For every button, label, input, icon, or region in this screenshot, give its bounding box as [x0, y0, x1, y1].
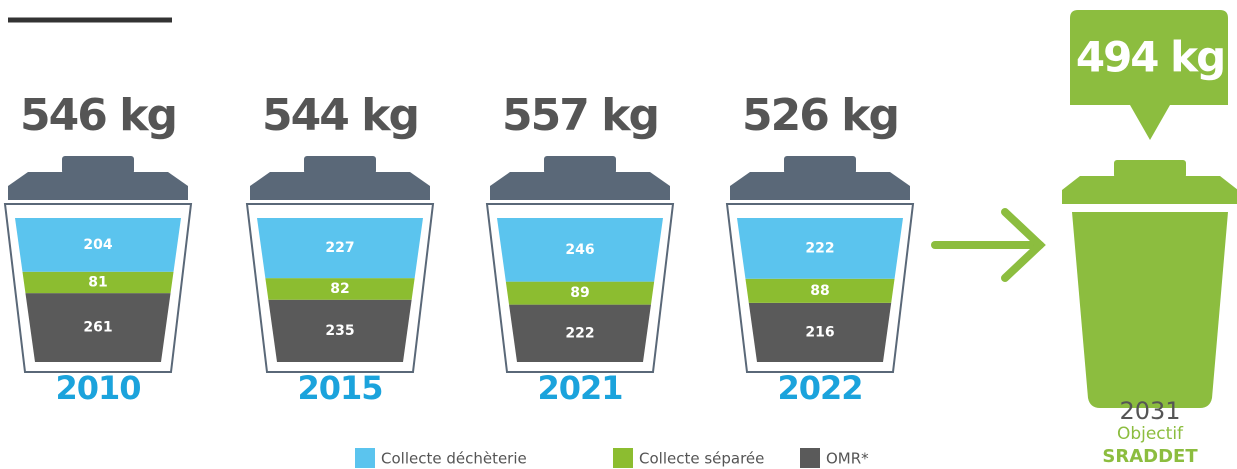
lid-handle — [304, 156, 376, 174]
segment-label: 227 — [325, 240, 354, 256]
bin-segment — [22, 271, 174, 294]
bin-segment — [737, 218, 903, 279]
total-label: 544 kg — [262, 90, 418, 141]
lid-handle — [784, 156, 856, 174]
legend-label: Collecte séparée — [639, 450, 764, 468]
total-label: 526 kg — [742, 90, 898, 141]
bin-segment — [25, 293, 171, 362]
lid — [250, 172, 430, 200]
target-flag-shape — [1070, 10, 1228, 140]
bin-segment — [509, 304, 651, 362]
segment-label: 81 — [88, 274, 107, 290]
total-label: 546 kg — [20, 90, 176, 141]
lid — [730, 172, 910, 200]
target-bin — [1072, 212, 1228, 408]
bin-outline — [245, 203, 435, 373]
segment-label: 222 — [805, 240, 834, 256]
legend-swatch — [355, 448, 375, 468]
segment-label: 235 — [325, 323, 354, 339]
bin-segment — [15, 218, 181, 272]
legend-label: OMR* — [826, 450, 869, 468]
year-label: 2015 — [297, 369, 382, 407]
bin-outline — [485, 203, 675, 373]
bin-segment — [748, 302, 892, 362]
arrow — [931, 208, 1046, 282]
lid — [8, 172, 188, 200]
lid-handle — [62, 156, 134, 174]
segment-label: 222 — [565, 325, 594, 341]
bin-segment — [745, 278, 895, 303]
segment-label: 246 — [565, 242, 594, 258]
segment-label: 89 — [570, 285, 589, 301]
bin-segment — [265, 278, 415, 300]
segment-label: 261 — [83, 320, 112, 336]
target-year: 2031 — [1119, 397, 1180, 425]
legend-swatch — [613, 448, 633, 468]
bin-segment — [505, 281, 655, 305]
year-label: 2022 — [777, 369, 862, 407]
bin-segment — [497, 218, 663, 282]
bin-segment — [257, 218, 423, 279]
legend-label: Collecte déchèterie — [381, 450, 527, 468]
year-label: 2010 — [55, 369, 140, 407]
target-note: Objectif — [1117, 424, 1184, 444]
target-name: SRADDET — [1102, 446, 1198, 467]
bin-outline — [3, 203, 193, 373]
bin-segment — [268, 299, 412, 362]
segment-label: 88 — [810, 283, 829, 299]
segment-label: 82 — [330, 281, 349, 297]
bin-outline — [725, 203, 915, 373]
target-lid-handle — [1114, 160, 1186, 178]
target-label: 494 kg — [1076, 33, 1224, 82]
year-label: 2021 — [537, 369, 622, 407]
lid-handle — [544, 156, 616, 174]
segment-label: 204 — [83, 237, 112, 253]
legend-swatch — [800, 448, 820, 468]
target-lid — [1062, 176, 1237, 204]
segment-label: 216 — [805, 324, 834, 340]
total-label: 557 kg — [502, 90, 658, 141]
lid — [490, 172, 670, 200]
